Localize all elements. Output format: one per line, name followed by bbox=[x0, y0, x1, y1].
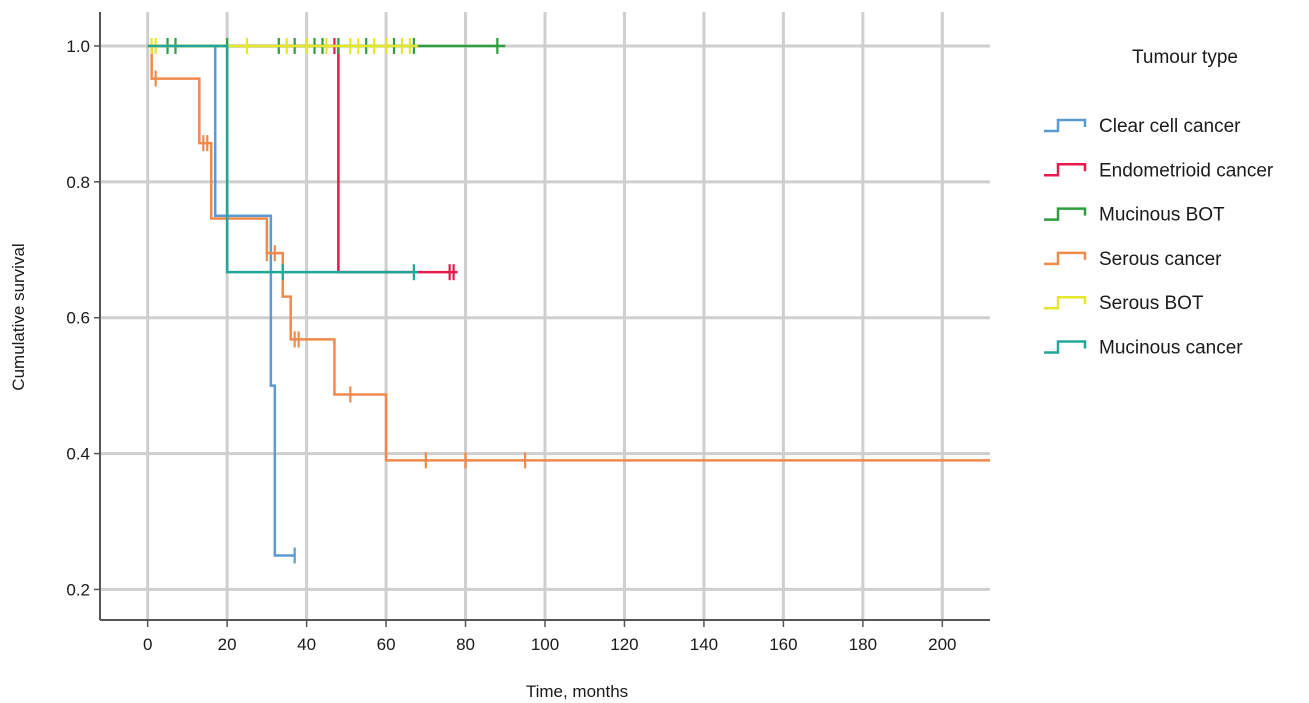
legend-label: Mucinous cancer bbox=[1099, 338, 1243, 359]
legend-swatch bbox=[1044, 163, 1087, 177]
tick-labels: 0 20 40 60 80 100 120 140 160 180 200 0.2 0.4 0.6 0.8 1… bbox=[66, 37, 956, 654]
x-tick-label: 100 bbox=[531, 635, 559, 654]
y-tick-label: 0.4 bbox=[66, 445, 90, 464]
legend-label: Serous cancer bbox=[1099, 249, 1222, 270]
series-mucinous-cancer bbox=[147, 44, 418, 281]
legend-swatch bbox=[1044, 118, 1087, 133]
x-axis-title: Time, months bbox=[526, 682, 628, 701]
legend-swatch bbox=[1044, 251, 1087, 266]
series-serous-cancer bbox=[147, 44, 990, 469]
legend-title: Tumour type bbox=[1132, 47, 1238, 68]
legend-swatch bbox=[1044, 295, 1087, 310]
legend-label: Clear cell cancer bbox=[1099, 116, 1241, 137]
legend-item: Serous BOT bbox=[1044, 293, 1204, 314]
x-tick-label: 20 bbox=[218, 635, 237, 654]
survival-curves bbox=[147, 37, 990, 564]
legend-item: Serous cancer bbox=[1044, 249, 1222, 270]
series-clear-cell-cancer bbox=[147, 44, 296, 564]
axes bbox=[94, 12, 990, 627]
survival-line bbox=[147, 44, 458, 274]
x-tick-label: 200 bbox=[928, 635, 956, 654]
legend: Tumour type Clear cell cancer Endometrioid… bbox=[1044, 47, 1274, 359]
legend-item: Clear cell cancer bbox=[1044, 116, 1241, 137]
x-tick-label: 40 bbox=[297, 635, 316, 654]
legend-label: Serous BOT bbox=[1099, 293, 1204, 314]
legend-item: Endometrioid cancer bbox=[1044, 160, 1274, 181]
x-tick-label: 180 bbox=[849, 635, 877, 654]
survival-line bbox=[147, 44, 295, 557]
x-tick-label: 0 bbox=[143, 635, 152, 654]
x-tick-label: 160 bbox=[769, 635, 797, 654]
x-tick-label: 120 bbox=[610, 635, 638, 654]
grid-lines bbox=[100, 12, 990, 620]
legend-swatch bbox=[1044, 207, 1087, 221]
legend-label: Endometrioid cancer bbox=[1099, 160, 1274, 181]
legend-item: Mucinous cancer bbox=[1044, 338, 1243, 359]
x-tick-label: 60 bbox=[377, 635, 396, 654]
legend-label: Mucinous BOT bbox=[1099, 205, 1225, 226]
y-tick-label: 0.6 bbox=[66, 309, 90, 328]
legend-item: Mucinous BOT bbox=[1044, 205, 1225, 226]
y-tick-label: 1.0 bbox=[66, 37, 90, 56]
x-tick-label: 140 bbox=[690, 635, 718, 654]
y-tick-label: 0.8 bbox=[66, 173, 90, 192]
series-endometrioid-cancer bbox=[147, 37, 458, 281]
x-tick-label: 80 bbox=[456, 635, 475, 654]
legend-swatch bbox=[1044, 340, 1087, 354]
survival-line bbox=[147, 44, 418, 274]
y-tick-label: 0.2 bbox=[66, 580, 90, 599]
y-axis-title: Cumulative survival bbox=[9, 243, 28, 390]
